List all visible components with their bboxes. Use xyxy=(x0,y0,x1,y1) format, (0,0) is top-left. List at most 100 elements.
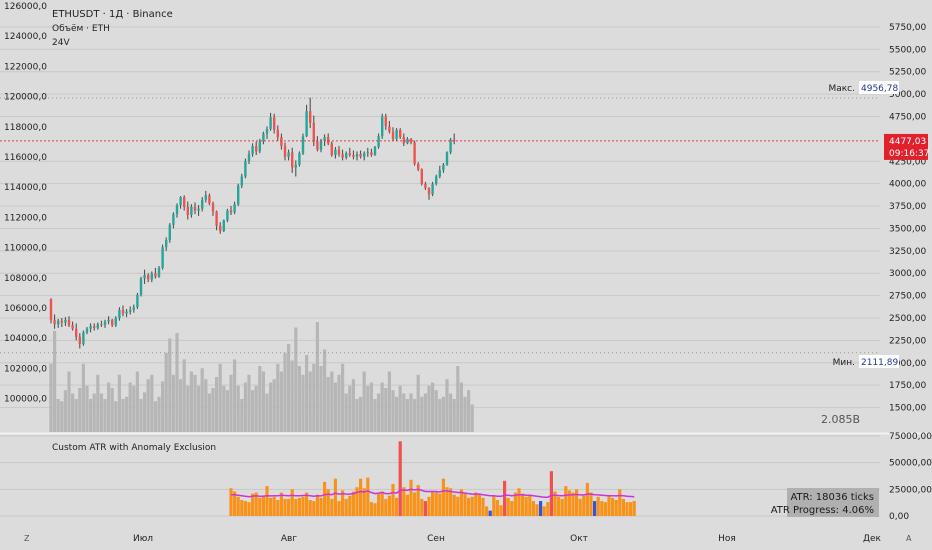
candle-body xyxy=(219,225,222,232)
atr-indicator-title[interactable]: Custom ATR with Anomaly Exclusion xyxy=(52,443,216,453)
left-axis-tick-label: 114000,0 xyxy=(4,183,47,193)
time-axis-left-corner[interactable]: Z xyxy=(24,534,30,543)
atr-bar xyxy=(578,498,582,516)
atr-bar xyxy=(416,485,420,516)
time-axis-label: Июл xyxy=(133,534,153,544)
volume-bar xyxy=(369,382,373,432)
volume-bar xyxy=(452,399,456,432)
candle-body xyxy=(334,149,337,155)
volume-indicator-label[interactable]: Объём · ETH xyxy=(52,24,110,34)
atr-bar xyxy=(510,501,514,516)
atr-bar xyxy=(387,495,391,516)
candle-body xyxy=(381,116,384,137)
atr-bar xyxy=(341,490,345,516)
volume-bar xyxy=(125,396,129,432)
atr-bar xyxy=(269,497,273,516)
atr-bar xyxy=(254,492,258,516)
time-axis[interactable]: Z A Июл Авг Сен Окт Ноя Дек xyxy=(24,534,912,544)
left-axis-tick-label: 102000,0 xyxy=(4,364,47,374)
price-candles[interactable] xyxy=(49,97,456,349)
volume-bar xyxy=(60,401,64,432)
atr-bar xyxy=(272,496,276,516)
atr-axis[interactable]: 75000,00 50000,00 25000,00 0,00 xyxy=(889,432,932,522)
volume-bar xyxy=(301,374,305,432)
volume-bar xyxy=(333,382,337,432)
volume-bar xyxy=(207,393,211,432)
candle-body xyxy=(93,326,96,328)
atr-bar xyxy=(337,501,341,516)
atr-bars xyxy=(229,441,636,516)
candle-body xyxy=(435,176,438,184)
left-price-axis[interactable]: 126000,0 124000,0 122000,0 120000,0 118000,0… xyxy=(4,2,47,405)
volume-bar xyxy=(463,396,467,432)
volume-bar xyxy=(287,344,291,432)
symbol-title[interactable]: ETHUSDT · 1Д · Binance xyxy=(52,9,173,20)
right-price-axis[interactable]: 5750,00 5500,00 5250,00 5000,00 4750,00 4250,… xyxy=(889,23,926,414)
atr-bar xyxy=(632,501,636,516)
volume-bar xyxy=(337,374,341,432)
candle-body xyxy=(417,163,420,170)
atr-bar xyxy=(279,492,283,516)
volume-bar xyxy=(157,396,161,432)
time-axis-right-corner[interactable]: A xyxy=(906,534,912,543)
candle-body xyxy=(438,170,441,177)
atr-bar xyxy=(560,498,564,516)
atr-bar xyxy=(423,501,427,516)
atr-bar xyxy=(251,493,255,516)
right-axis-tick-label: 2250,00 xyxy=(889,336,926,346)
candle-body xyxy=(251,146,254,155)
right-axis-tick-label: 2500,00 xyxy=(889,314,926,324)
volume-bar xyxy=(402,393,406,432)
atr-bar xyxy=(481,497,485,516)
atr-bar xyxy=(312,501,316,516)
volume-bar xyxy=(229,374,233,432)
atr-bar xyxy=(384,498,388,516)
atr-bar xyxy=(593,501,597,516)
volume-bar xyxy=(161,381,165,432)
right-axis-tick-label: 1500,00 xyxy=(889,404,926,414)
right-axis-tick-label: 4250,00 xyxy=(889,157,926,167)
candle-body xyxy=(294,164,297,168)
volume-bar xyxy=(204,379,208,432)
atr-axis-tick-label: 25000,00 xyxy=(889,485,932,495)
candle-body xyxy=(186,206,189,215)
atr-bar xyxy=(229,488,233,516)
candle-body xyxy=(125,311,128,314)
atr-bar xyxy=(380,491,384,516)
volume-bar xyxy=(438,399,442,432)
candle-body xyxy=(247,154,251,162)
volume-bar xyxy=(373,399,377,432)
volume-bar xyxy=(283,352,287,432)
atr-bar xyxy=(618,489,622,516)
candle-body xyxy=(391,131,395,139)
left-axis-tick-label: 120000,0 xyxy=(4,93,47,103)
candle-body xyxy=(276,129,279,138)
last-price-badge xyxy=(884,133,928,160)
volume-bar xyxy=(96,374,100,432)
candle-body xyxy=(337,149,341,155)
atr-bar xyxy=(517,488,521,516)
left-axis-tick-label: 124000,0 xyxy=(4,32,47,42)
volume-bar xyxy=(269,382,273,432)
volume-bar xyxy=(265,393,269,432)
volume-bar xyxy=(276,363,280,432)
volume-bar xyxy=(323,349,327,432)
atr-average-line xyxy=(231,488,635,499)
candle-body xyxy=(226,210,229,221)
volume-bar xyxy=(294,327,298,432)
candle-body xyxy=(64,319,67,323)
volume-bar xyxy=(143,392,147,432)
candle-body xyxy=(352,154,355,157)
last-price-value: 4477,03 xyxy=(889,137,926,147)
atr-bar xyxy=(603,502,607,516)
volume-bar xyxy=(384,388,388,432)
atr-bar xyxy=(567,490,571,516)
atr-bar xyxy=(503,480,507,516)
volume-bar xyxy=(117,374,121,432)
volume-bar xyxy=(182,359,186,432)
right-axis-tick-label: 4000,00 xyxy=(889,180,926,190)
volume-bar xyxy=(297,366,301,432)
atr-bar xyxy=(535,504,539,516)
atr-bar xyxy=(485,506,489,516)
